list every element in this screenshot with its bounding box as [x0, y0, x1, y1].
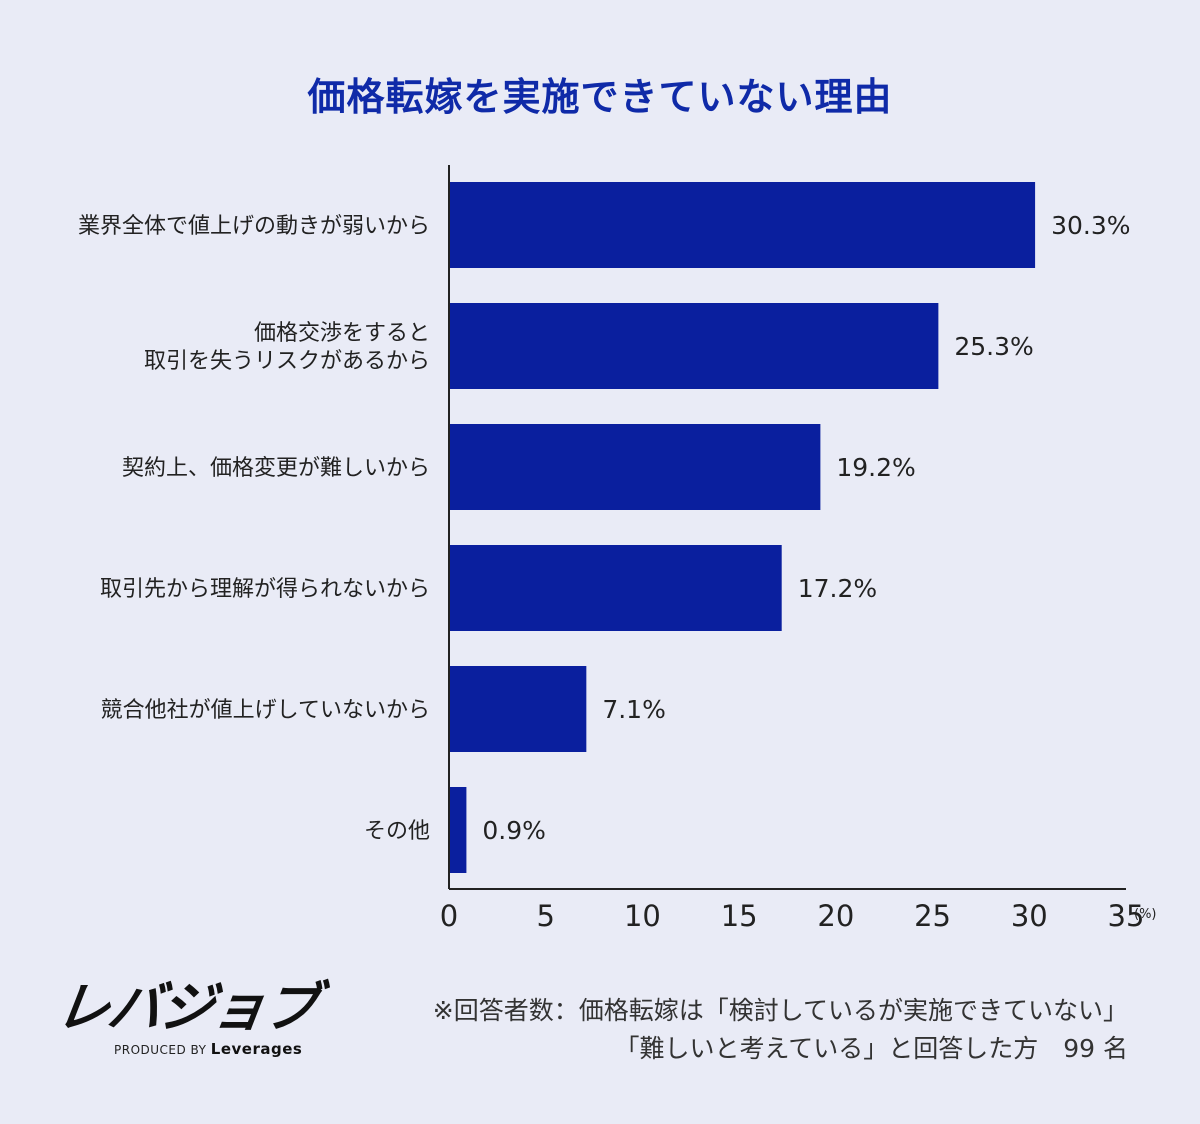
- x-tick-label-20: 20: [817, 899, 854, 933]
- logo-wordmark: レバジョブ: [51, 976, 321, 1039]
- category-label-4: 取引先から理解が得られないから: [100, 577, 430, 602]
- leverages-brand: Leverages: [210, 1040, 303, 1058]
- respondent-note: ※回答者数：価格転嫁は「検討しているが実施できていない」 「難しいと考えている」…: [433, 992, 1128, 1068]
- value-label-3: 19.2%: [836, 453, 915, 482]
- category-label-3: 契約上、価格変更が難しいから: [122, 456, 430, 481]
- category-label-1: 業界全体で値上げの動きが弱いから: [78, 214, 430, 239]
- bar-chart: 30.3% 業界全体で値上げの動きが弱いから 25.3% 価格交渉をすると取引を失うリ…: [78, 165, 1157, 933]
- bars-layer: [449, 182, 1036, 873]
- bar-1: [449, 182, 1036, 268]
- x-tick-label-15: 15: [721, 899, 758, 933]
- note-line-1: ※回答者数：価格転嫁は「検討しているが実施できていない」: [432, 996, 1128, 1025]
- levajob-logo: レバジョブ PRODUCED BY Leverages: [52, 976, 321, 1058]
- x-tick-label-10: 10: [624, 899, 661, 933]
- x-tick-label-0: 0: [440, 899, 458, 933]
- category-label-2-line-1: 価格交渉をすると: [254, 321, 430, 346]
- bar-2: [449, 303, 939, 389]
- value-label-5: 7.1%: [602, 695, 666, 724]
- category-label-6: その他: [364, 819, 430, 844]
- category-label-5: 競合他社が値上げしていないから: [101, 698, 430, 723]
- x-tick-label-25: 25: [914, 899, 951, 933]
- x-unit-label: (%): [1134, 907, 1157, 922]
- logo-tagline: PRODUCED BY Leverages: [114, 1040, 312, 1058]
- note-line-2: 「難しいと考えている」と回答した方 99 名: [614, 1034, 1128, 1063]
- value-label-1: 30.3%: [1051, 211, 1130, 240]
- value-label-4: 17.2%: [798, 574, 877, 603]
- bar-3: [449, 424, 821, 510]
- ticks-layer: 0 5 10 15 20 25 30 35: [440, 899, 1145, 933]
- bar-4: [449, 545, 782, 631]
- produced-by-text: PRODUCED BY: [114, 1043, 207, 1057]
- x-tick-label-5: 5: [536, 899, 554, 933]
- x-tick-label-35: 35: [1108, 899, 1145, 933]
- bar-6: [449, 787, 467, 873]
- bar-5: [449, 666, 587, 752]
- value-label-6: 0.9%: [482, 816, 546, 845]
- chart-title: 価格転嫁を実施できていない理由: [307, 75, 893, 119]
- labels-layer: 30.3% 業界全体で値上げの動きが弱いから 25.3% 価格交渉をすると取引を失うリ…: [78, 211, 1131, 845]
- x-tick-label-30: 30: [1011, 899, 1048, 933]
- category-label-2-line-2: 取引を失うリスクがあるから: [144, 349, 430, 374]
- value-label-2: 25.3%: [954, 332, 1033, 361]
